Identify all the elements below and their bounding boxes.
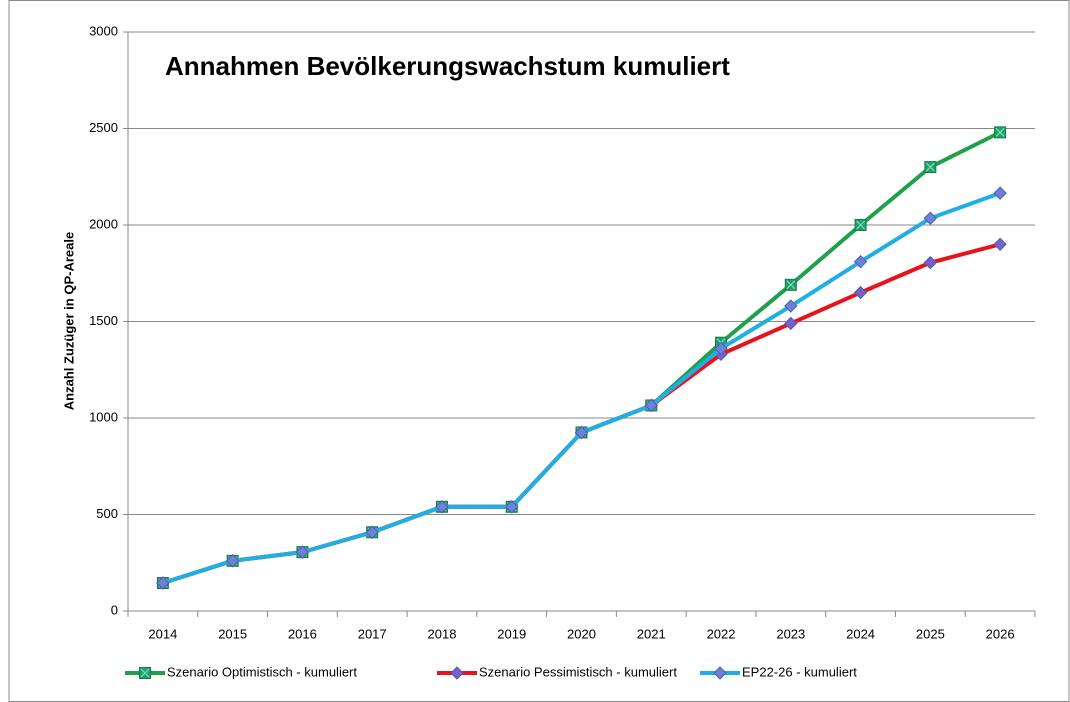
y-tick-label: 0 [111,602,118,617]
marker [853,285,868,300]
x-tick-label: 2014 [148,626,177,641]
x-tick-label: 2022 [707,626,736,641]
legend-label: Szenario Pessimistisch - kumuliert [479,664,677,679]
x-tick-label: 2026 [986,626,1015,641]
marker [993,237,1007,252]
marker [435,500,449,514]
y-tick-label: 3000 [89,23,118,38]
marker [714,341,728,356]
marker [365,525,379,539]
y-tick-label: 2500 [89,120,118,135]
y-tick-label: 1500 [89,313,118,328]
marker [784,299,798,313]
marker [450,666,464,680]
marker [784,316,798,331]
marker [923,211,938,225]
marker-cross [140,668,150,678]
y-tick-label: 1000 [89,409,118,424]
x-tick-label: 2023 [776,626,805,641]
marker [713,666,727,680]
x-tick-label: 2019 [497,626,526,641]
chart-frame [8,0,1070,702]
x-tick-label: 2020 [567,626,596,641]
y-tick-label: 2000 [89,216,118,231]
chart-title: Annahmen Bevölkerungswachstum kumuliert [165,51,730,81]
x-tick-label: 2015 [218,626,247,641]
x-tick-label: 2024 [846,626,875,641]
marker [574,425,589,440]
marker-cross [925,162,935,172]
marker [853,254,868,269]
x-tick-label: 2016 [288,626,317,641]
y-tick-label: 500 [96,506,118,521]
x-tick-label: 2021 [637,626,666,641]
marker-cross [995,127,1005,137]
marker [156,576,170,590]
x-tick-label: 2018 [428,626,457,641]
legend-label: Szenario Optimistisch - kumuliert [167,664,357,679]
marker-cross [786,280,796,290]
marker [644,398,658,413]
marker [225,554,240,568]
marker [993,186,1007,200]
marker [923,255,938,270]
y-axis-label: Anzahl Zuzüger in QP-Areale [61,232,76,410]
marker-cross [856,220,866,230]
legend-label: EP22-26 - kumuliert [742,664,857,679]
marker [505,500,519,514]
x-tick-label: 2025 [916,626,945,641]
marker [295,545,310,559]
x-tick-label: 2017 [358,626,387,641]
